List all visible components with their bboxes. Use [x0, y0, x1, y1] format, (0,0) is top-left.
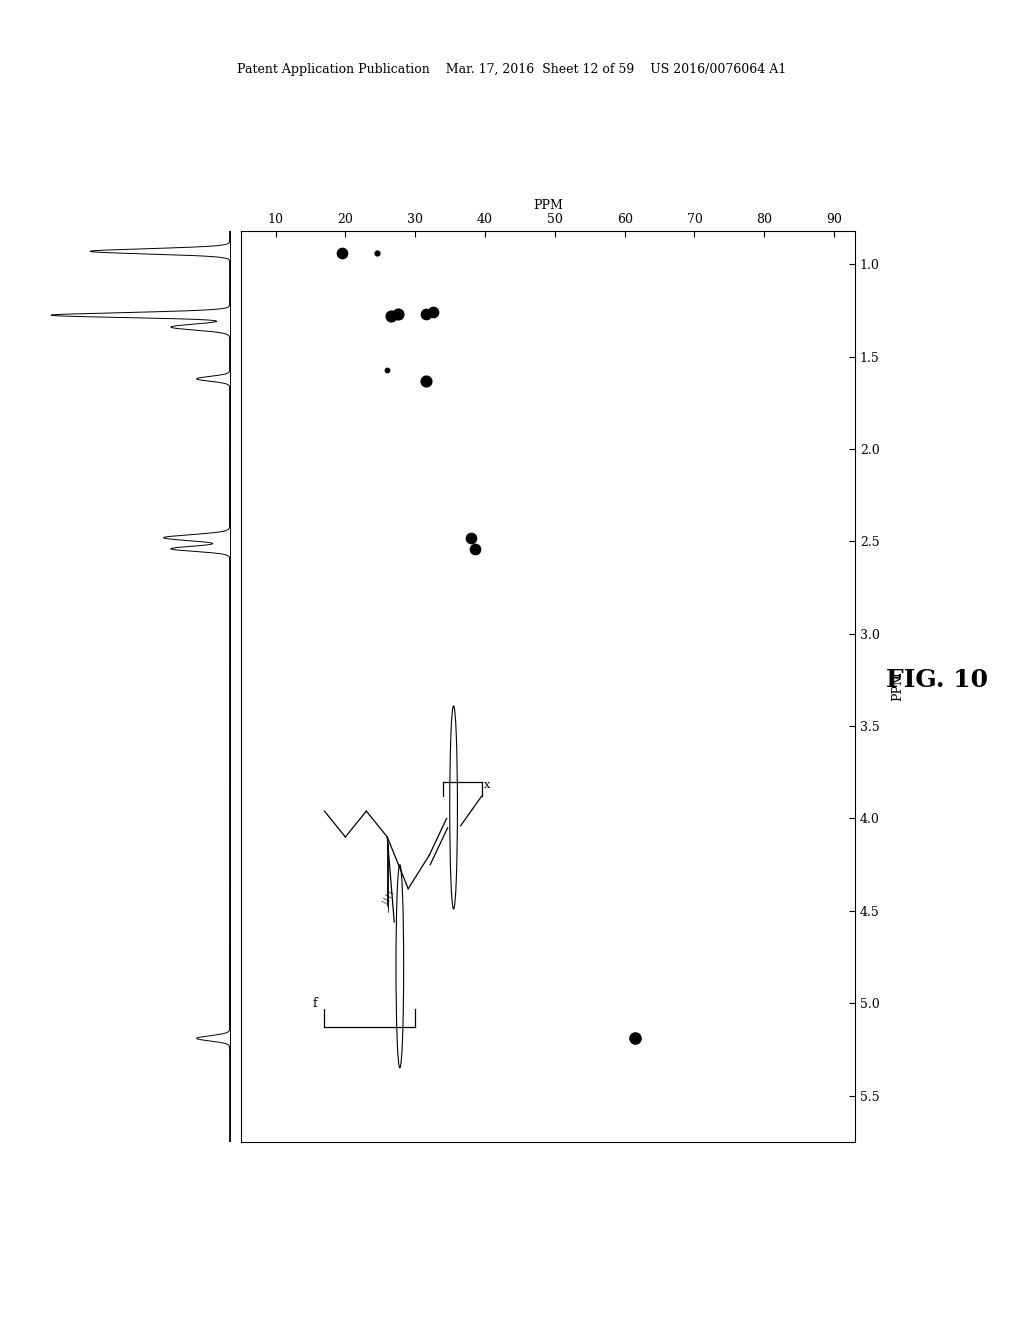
Point: [424, 302, 440, 323]
Text: FIG. 10: FIG. 10: [886, 668, 988, 692]
Point: [383, 305, 399, 326]
Text: Patent Application Publication    Mar. 17, 2016  Sheet 12 of 59    US 2016/00760: Patent Application Publication Mar. 17, …: [238, 63, 786, 77]
Point: [369, 243, 385, 264]
Point: [463, 527, 479, 548]
Text: f: f: [312, 997, 317, 1010]
Point: [418, 370, 434, 391]
Point: [627, 1028, 643, 1049]
Text: ||||: ||||: [380, 887, 394, 906]
Y-axis label: PPM: PPM: [891, 672, 904, 701]
Point: [379, 359, 395, 380]
Point: [466, 539, 482, 560]
X-axis label: PPM: PPM: [532, 199, 563, 213]
Point: [334, 243, 350, 264]
Point: [418, 304, 434, 325]
Text: x: x: [484, 780, 490, 791]
Point: [389, 304, 406, 325]
